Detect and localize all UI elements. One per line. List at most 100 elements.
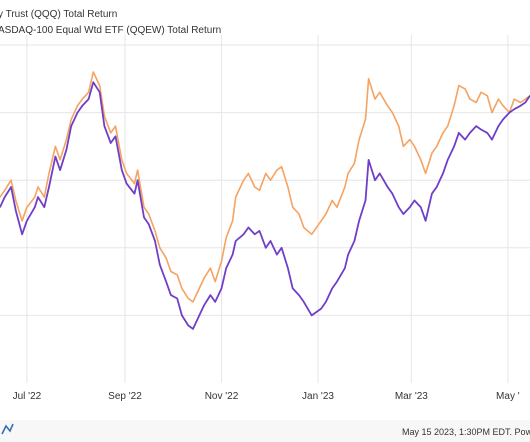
data-point-qqq [358,139,360,141]
data-point-qqq [458,85,460,87]
data-point-qqq [387,105,389,107]
data-point-qqq [4,189,6,191]
data-point-qqew [347,254,349,256]
data-point-qqew [110,142,112,144]
data-point-qqq [143,206,145,208]
data-point-qqew [34,206,36,208]
data-point-qqew [379,172,381,174]
data-point-qqq [70,118,72,120]
data-point-qqq [254,186,256,188]
legend-item-qqew[interactable]: ASDAQ-100 Equal Wtd ETF (QQEW) Total Ret… [0,23,530,39]
data-point-qqq [513,98,515,100]
data-point-qqew [258,230,261,232]
data-point-qqew [88,98,90,100]
data-point-qqew [402,213,404,215]
data-point-qqew [0,206,1,208]
data-point-qqew [137,179,139,181]
data-point-qqq [232,220,234,222]
data-point-qqew [243,233,245,235]
data-point-qqq [413,145,416,147]
data-point-qqq [497,98,499,100]
data-point-qqew [281,247,283,249]
data-point-qqq [292,206,294,208]
series-line-qqew[interactable] [0,81,530,330]
data-point-qqew [192,328,194,330]
data-point-qqew [54,155,57,158]
data-point-qqq [65,139,67,141]
data-point-qqq [148,213,150,215]
data-point-qqew [391,193,393,195]
data-point-qqq [81,98,83,100]
data-point-qqew [209,294,211,296]
data-point-qqq [154,230,156,232]
data-point-qqq [48,172,50,174]
data-point-qqew [232,254,234,256]
data-point-qqew [133,193,136,195]
data-point-qqew [480,128,482,131]
data-point-qqew [176,297,178,300]
data-point-qqq [398,125,400,127]
data-point-qqq [298,213,300,215]
data-point-qqew [21,233,23,235]
data-point-qqq [110,132,112,134]
data-point-qqq [502,105,504,107]
data-point-qqq [320,220,322,222]
data-point-qqq [76,105,79,107]
data-point-qqq [126,172,128,174]
data-point-qqq [203,277,205,279]
data-point-qqew [458,132,460,134]
data-point-qqew [320,308,322,310]
data-point-qqq [243,179,245,181]
data-point-qqq [431,152,433,154]
data-point-qqew [247,226,249,229]
data-point-qqq [209,267,211,269]
brand-logo-icon [1,423,14,435]
data-point-qqq [137,169,139,171]
data-point-qqew [154,240,156,242]
data-point-qqew [198,314,200,316]
data-point-qqew [143,216,145,218]
data-point-qqq [420,159,422,161]
legend-item-qqq[interactable]: y Trust (QQQ) Total Return [0,7,530,23]
data-point-qqew [265,247,267,249]
data-point-qqew [76,112,79,114]
data-point-qqq [247,172,249,174]
data-point-qqq [114,125,117,127]
chart-footer: May 15 2023, 1:30PM EDT. Powered [0,420,530,442]
data-point-qqq [464,88,466,90]
data-point-qqew [203,304,205,306]
data-point-qqq [524,98,526,100]
data-point-qqq [192,301,194,303]
data-point-qqew [508,112,510,114]
chart-legend: y Trust (QQQ) Total Return ASDAQ-100 Equ… [0,7,530,39]
data-point-qqq [409,139,411,141]
data-point-qqq [353,162,355,164]
data-point-qqew [398,206,400,208]
data-point-qqq [99,85,101,87]
data-point-qqq [281,166,283,168]
data-point-qqq [187,297,189,300]
data-point-qqq [133,183,136,185]
data-point-qqew [325,301,327,303]
data-point-qqq [402,145,404,147]
data-point-qqew [103,125,105,127]
data-point-qqq [37,186,39,188]
data-point-qqew [99,91,101,93]
data-point-qqew [170,294,172,296]
x-tick-label: Nov '22 [205,391,239,402]
data-point-qqq [303,226,305,229]
data-point-qqq [181,287,183,289]
data-point-qqq [469,98,471,100]
data-point-qqq [486,95,488,97]
series-line-qqq[interactable] [0,71,530,303]
data-point-qqq [379,91,381,93]
data-point-qqq [165,257,167,259]
data-point-qqq [121,159,123,161]
grid-layer [0,35,530,383]
data-point-qqq [276,169,278,171]
data-point-qqew [15,210,17,212]
data-point-qqew [368,159,370,161]
data-point-qqq [235,196,237,198]
